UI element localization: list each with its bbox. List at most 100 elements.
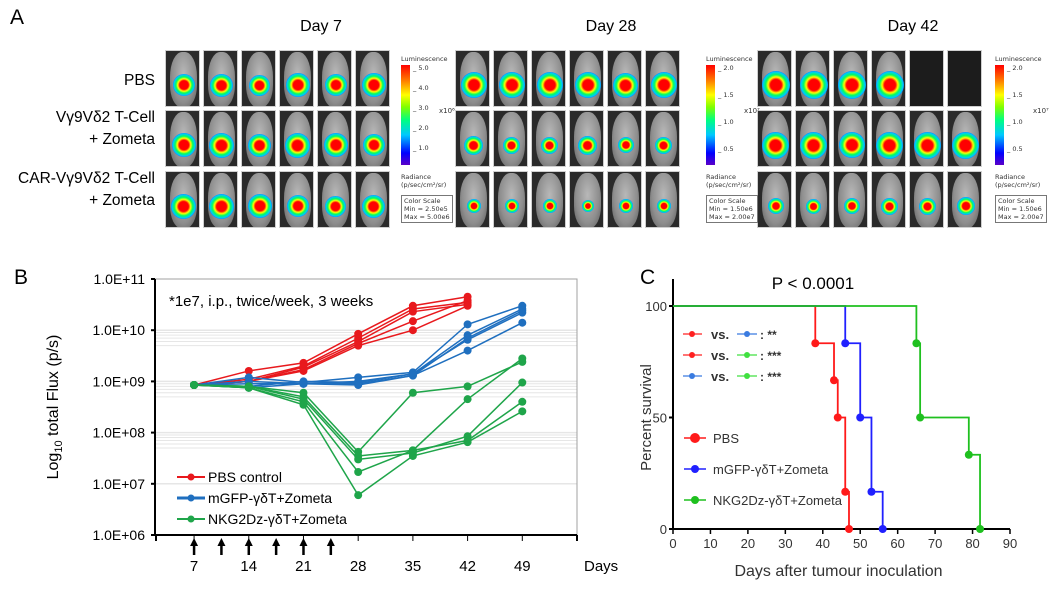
mouse-image [241,110,276,167]
colorbar-tick: _ 0.5 [718,145,734,153]
luminescence-signal [325,195,346,217]
day-title: Day 28 [585,18,637,35]
luminescence-signal [578,135,597,155]
row-label: CAR-Vγ9Vδ2 T-Cell [18,170,155,187]
luminescence-signal [362,194,385,218]
mouse-image [909,171,944,228]
colorbar-legend: Luminescence _ 2.0 _ 1.5 _ 1.0 _ 0.5 x10⁷ Radi… [706,55,766,240]
legend-label: mGFP-γδT+Zometa [713,462,829,477]
mouse-image [455,110,490,167]
luminescence-signal [249,74,270,96]
mouse-image [833,110,868,167]
luminescence-signal [541,136,558,154]
colorbar-exponent: x10⁷ [1033,107,1049,115]
mouse-image [279,50,314,107]
luminescence-signal [324,74,347,96]
x-tick-label: 50 [853,536,867,551]
mouse-image [645,50,680,107]
injection-arrow-head [299,538,308,546]
legend-marker [187,494,195,502]
data-point-nkg2dz [463,395,472,404]
luminescence-signal [171,133,196,157]
mouse-image [871,50,906,107]
mouse-image [355,171,390,228]
data-point-mgfp [299,379,308,388]
y-tick-label: 100 [645,299,667,314]
comparison-marker-b [744,373,750,379]
luminescence-signal [838,132,865,158]
data-point-nkg2dz [518,378,527,387]
mouse-image [833,50,868,107]
colorbar-title: Luminescence [706,55,753,63]
data-point-nkg2dz [354,468,363,477]
mouse-image [165,171,200,228]
mouse-image [909,110,944,167]
mouse-image [569,110,604,167]
luminescence-signal [767,198,784,214]
row-label: + Zometa [89,131,155,148]
luminescence-signal [919,197,936,215]
data-point-nkg2dz [408,446,417,455]
x-tick-label: 30 [778,536,792,551]
p-value-title: P < 0.0001 [772,274,854,293]
colorbar-gradient [995,65,1004,165]
mouse-image [241,171,276,228]
x-tick-label: 7 [190,558,198,575]
mouse-image [607,50,642,107]
color-scale-min: Min = 2.50e5 [404,205,448,213]
comparison-significance: : *** [760,370,782,384]
legend-label: NKG2Dz-γδT+Zometa [713,493,843,508]
mouse-image [531,110,566,167]
color-scale-min: Min = 1.50e6 [709,205,753,213]
survival-event-marker [833,413,842,422]
luminescence-signal [542,199,557,213]
luminescence-signal [285,73,310,97]
row-label: Vγ9Vδ2 T-Cell [55,109,155,126]
data-point-nkg2dz [463,382,472,391]
data-point-pbs [299,366,308,375]
data-point-nkg2dz [463,438,472,447]
luminescence-signal [247,194,272,218]
comparison-vs: vs. [711,327,729,342]
color-scale-max: Max = 2.00e7 [709,213,755,221]
luminescence-signal [498,72,525,98]
survival-event-marker [912,339,921,348]
colorbar-unit: Radiance [706,173,736,181]
mouse-image [795,50,830,107]
treatment-annotation: *1e7, i.p., twice/week, 3 weeks [169,293,373,310]
mouse-image [203,50,238,107]
mouse-image [909,50,944,107]
comparison-marker-b [744,331,750,337]
data-point-mgfp [408,371,417,380]
color-scale-title: Color Scale [998,197,1035,205]
colorbar-tick: _ 1.0 [718,118,734,126]
legend-marker [691,465,699,473]
mouse-image [455,171,490,228]
data-point-nkg2dz [518,397,527,406]
colorbar-title: Luminescence [995,55,1042,63]
y-tick-label: 1.0E+09 [92,373,145,389]
color-scale-title: Color Scale [404,197,441,205]
colorbar-title: Luminescence [401,55,448,63]
colorbar-gradient [401,65,410,165]
luminescence-signal [762,131,789,159]
comparison-vs: vs. [711,348,729,363]
row-label: + Zometa [89,192,155,209]
color-scale-box: Color Scale Min = 1.50e6 Max = 2.00e7 [995,195,1047,223]
mouse-image [355,110,390,167]
mouse-image [607,171,642,228]
mouse-image [607,110,642,167]
series-line-pbs [193,296,468,386]
luminescence-signal [460,72,487,98]
survival-event-marker [916,413,925,422]
mouse-image [317,171,352,228]
legend-label: NKG2Dz-γδT+Zometa [208,511,347,527]
luminescence-signal [800,131,827,159]
survival-event-marker [811,339,820,348]
mouse-image [645,110,680,167]
mouse-image [165,50,200,107]
x-tick-label: 70 [928,536,942,551]
y-tick-label: 1.0E+11 [93,271,145,287]
data-point-nkg2dz [244,383,253,392]
row-label: PBS [123,72,155,89]
